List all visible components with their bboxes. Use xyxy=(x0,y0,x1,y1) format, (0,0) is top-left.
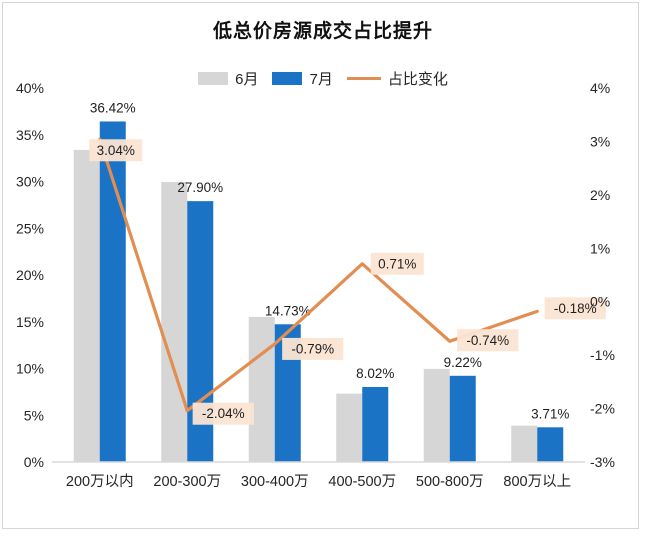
line-label-bg-1 xyxy=(192,402,254,425)
bar-july-4 xyxy=(449,375,476,462)
bar-label-july-2: 14.73% xyxy=(265,303,311,318)
right-axis-tick-2: -1% xyxy=(590,347,615,363)
left-axis-tick-0: 0% xyxy=(24,454,44,470)
line-label-bg-4 xyxy=(457,329,519,352)
line-label-bg-5 xyxy=(544,297,606,320)
right-axis-tick-7: 4% xyxy=(590,80,610,96)
bar-july-3 xyxy=(362,387,389,462)
line-label-5: -0.18% xyxy=(554,301,597,316)
x-axis-category-0: 200万以内 xyxy=(66,473,134,490)
left-axis-tick-1: 5% xyxy=(24,407,44,423)
legend-label-change: 占比变化 xyxy=(387,71,448,88)
left-axis-tick-7: 35% xyxy=(16,127,44,143)
bar-label-july-5: 3.71% xyxy=(531,406,569,421)
left-axis-tick-2: 10% xyxy=(16,361,44,377)
left-axis-tick-8: 40% xyxy=(16,80,44,96)
legend-item-june: 6月 xyxy=(198,68,258,89)
june-bar-swatch-icon xyxy=(198,72,229,85)
bar-june-2 xyxy=(248,316,275,462)
bar-label-july-4: 9.22% xyxy=(444,355,482,370)
line-label-bg-0 xyxy=(89,139,143,162)
line-label-2: -0.79% xyxy=(291,341,334,356)
bar-june-3 xyxy=(336,393,363,462)
x-axis-category-2: 300-400万 xyxy=(241,474,309,490)
chart-title: 低总价房源成交占比提升 xyxy=(212,21,433,42)
legend-label-june: 6月 xyxy=(235,71,259,88)
legend-label-july: 7月 xyxy=(309,71,333,88)
bar-label-july-0: 36.42% xyxy=(90,100,136,115)
line-label-bg-3 xyxy=(370,252,424,275)
bar-june-1 xyxy=(161,182,188,462)
legend-item-change: 占比变化 xyxy=(346,68,448,89)
left-axis-tick-5: 25% xyxy=(16,220,44,236)
left-axis-tick-6: 30% xyxy=(16,174,44,190)
right-axis-tick-3: 0% xyxy=(590,294,610,310)
x-axis-category-1: 200-300万 xyxy=(153,474,221,490)
bar-july-5 xyxy=(537,427,564,462)
change-line-swatch-icon xyxy=(346,77,381,80)
line-label-1: -2.04% xyxy=(202,406,245,421)
right-axis-tick-4: 1% xyxy=(590,240,610,256)
bar-june-5 xyxy=(511,425,538,462)
july-bar-swatch-icon xyxy=(272,72,303,85)
chart-legend: 6月 7月 占比变化 xyxy=(0,68,646,89)
left-axis-tick-4: 20% xyxy=(16,267,44,283)
bar-label-july-3: 8.02% xyxy=(356,366,394,381)
right-axis-tick-1: -2% xyxy=(590,401,615,417)
right-axis-tick-0: -3% xyxy=(590,454,615,470)
bar-june-0 xyxy=(73,149,100,462)
legend-item-july: 7月 xyxy=(272,68,333,89)
line-label-0: 3.04% xyxy=(97,143,135,158)
x-axis-category-4: 500-800万 xyxy=(416,474,484,490)
bar-label-july-1: 27.90% xyxy=(177,180,223,195)
x-axis-category-3: 400-500万 xyxy=(328,474,396,490)
right-axis-tick-6: 3% xyxy=(590,133,610,149)
line-label-3: 0.71% xyxy=(378,256,416,271)
left-axis-tick-3: 15% xyxy=(16,314,44,330)
x-axis-category-5: 800万以上 xyxy=(503,473,571,490)
line-label-4: -0.74% xyxy=(466,333,509,348)
line-label-bg-2 xyxy=(282,337,344,360)
bar-june-4 xyxy=(423,368,450,462)
bar-july-0 xyxy=(99,121,126,463)
right-axis-tick-5: 2% xyxy=(590,187,610,203)
